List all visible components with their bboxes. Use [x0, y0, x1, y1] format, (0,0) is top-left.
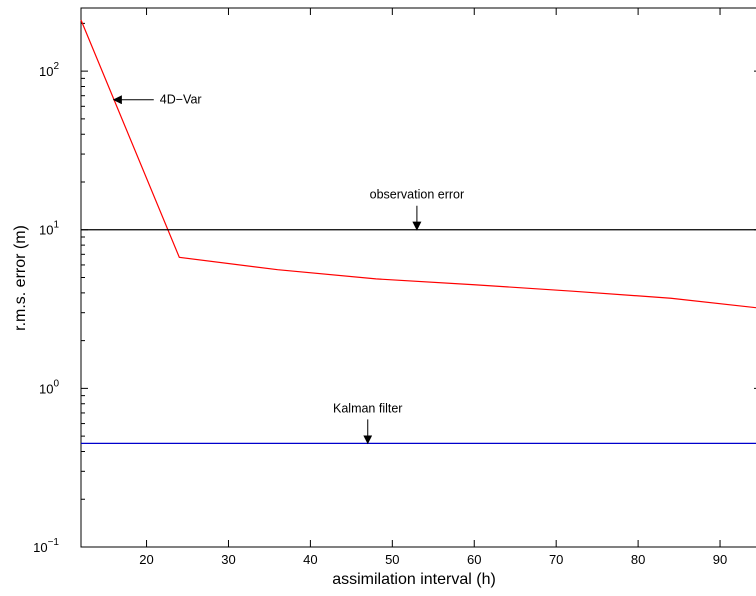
x-tick-label: 30: [221, 552, 235, 567]
annotations-layer: 4D−Var observation error Kalman filter: [112, 93, 465, 445]
x-tick-label: 50: [385, 552, 399, 567]
x-tick-label: 40: [303, 552, 317, 567]
y-tick-label: 10−1: [33, 537, 59, 555]
x-tick-label: 80: [631, 552, 645, 567]
annotation-label: Kalman filter: [333, 401, 402, 415]
annotation-2: observation error: [370, 188, 465, 231]
y-tick-label: 100: [39, 378, 59, 396]
x-tick-label: 70: [549, 552, 563, 567]
plot-frame: [80, 7, 756, 548]
x-tick-label: 20: [139, 552, 153, 567]
annotation-1: 4D−Var: [112, 93, 202, 107]
x-tick-label: 90: [713, 552, 727, 567]
x-tick-label: 60: [467, 552, 481, 567]
series-line-1: [80, 19, 756, 309]
annotation-label: 4D−Var: [160, 93, 202, 107]
x-axis-label: assimilation interval (h): [332, 571, 496, 588]
y-tick-label: 101: [39, 220, 59, 238]
annotation-3: Kalman filter: [333, 401, 402, 445]
axis-ticks: 20 30 40 50 60 70 80 90 10−1 100 101 102: [33, 8, 756, 567]
annotation-label: observation error: [370, 188, 465, 202]
y-tick-label: 102: [39, 61, 59, 79]
series-layer: [80, 19, 756, 444]
y-axis-label: r.m.s. error (m): [12, 225, 29, 331]
